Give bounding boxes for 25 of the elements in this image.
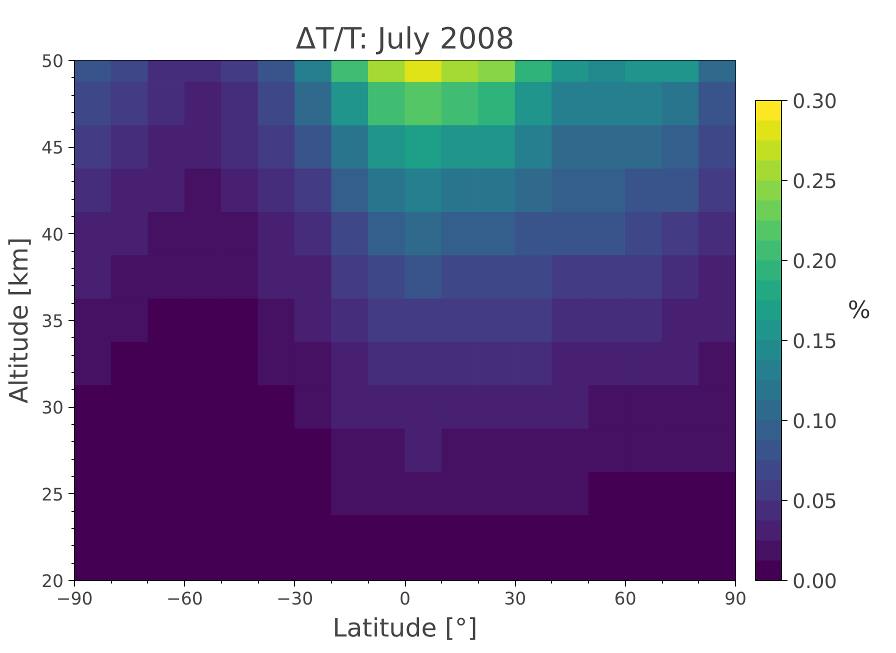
color-bar-label: 0.15: [792, 329, 838, 353]
x-axis-title: Latitude [°]: [332, 612, 478, 642]
x-tick-label: −60: [166, 590, 203, 610]
x-tick-label: −30: [276, 590, 314, 610]
y-tick-label: 40: [41, 225, 64, 246]
color-bar-label: 0.25: [792, 169, 838, 193]
color-bar-label: 0.05: [792, 489, 838, 513]
color-bar-label: 0.10: [792, 409, 838, 433]
x-tick-label: 0: [399, 590, 411, 610]
y-tick-label: 25: [41, 485, 64, 506]
color-bar-title: %: [848, 296, 871, 324]
y-tick-label: 50: [41, 52, 64, 72]
y-tick-label: 45: [41, 138, 64, 159]
x-tick-label: −90: [56, 590, 93, 610]
color-bar-label: 0.00: [792, 569, 838, 593]
color-bar-label: 0.20: [792, 249, 838, 273]
y-tick-label: 30: [41, 398, 64, 419]
y-tick-label: 35: [41, 312, 64, 332]
y-axis-title: Altitude [km]: [3, 237, 34, 404]
x-tick-label: 90: [724, 590, 747, 610]
chart-title: ΔT/T: July 2008: [296, 22, 514, 56]
y-tick-label: 20: [41, 572, 64, 592]
x-tick-label: 60: [614, 590, 636, 610]
x-tick-label: 30: [504, 590, 526, 610]
color-bar-label: 0.30: [792, 89, 838, 113]
